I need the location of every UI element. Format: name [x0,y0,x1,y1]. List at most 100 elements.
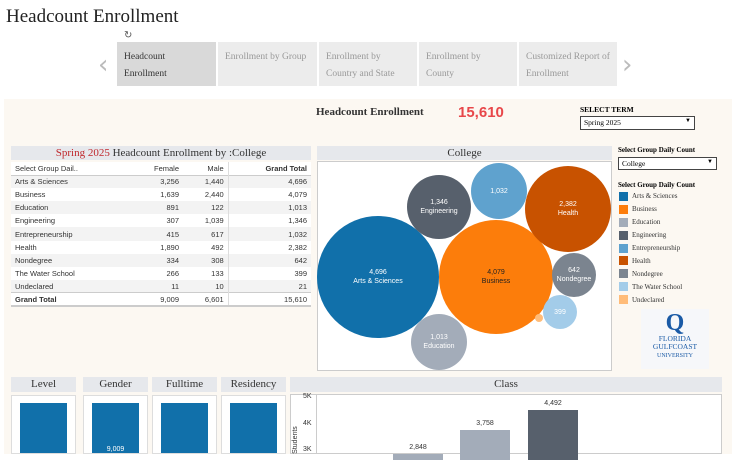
bubble-value: 4,079 [487,269,505,276]
tab-enrollment-by-country[interactable]: Enrollment by Country and State [319,42,417,86]
table-cell: 1,013 [227,201,311,215]
table-title-text: Headcount Enrollment by :College [112,147,267,159]
table-row: Health 1,890 492 2,382 [11,240,311,254]
term-label: SELECT TERM [580,105,634,114]
group-select[interactable]: College ▼ [618,157,717,170]
bar[interactable] [161,403,208,453]
bubble-6[interactable]: 399 [543,295,577,329]
legend-swatch [619,256,628,266]
column-header: Grand Total [227,162,311,176]
table-row: Nondegree 334 308 642 [11,253,311,267]
table-cell: 3,256 [160,177,180,187]
legend-item[interactable]: Health [619,254,682,267]
panel-title-fulltime: Fulltime [152,377,217,392]
table-cell: 1,639 [160,190,180,200]
panel-level [11,395,76,454]
table-row: Undeclared 11 10 21 [11,279,311,293]
bubble-label: Engineering [420,208,458,215]
tab-enrollment-by-county[interactable]: Enrollment by County [419,42,517,86]
table-row: Engineering 307 1,039 1,346 [11,214,311,228]
term-value: Spring 2025 [584,118,621,127]
bubble-0[interactable]: 4,696 Arts & Sciences [317,216,439,338]
legend-item[interactable]: Nondegree [619,267,682,280]
legend-label: Entrepreneurship [632,244,681,252]
legend-item[interactable]: Undeclared [619,293,682,306]
tab-enrollment-by-group[interactable]: Enrollment by Group [218,42,317,86]
table-title: Spring 2025 Headcount Enrollment by :Col… [11,146,311,160]
legend-item[interactable]: Business [619,203,682,216]
class-bar[interactable] [393,454,443,460]
bar-value: 9,009 [106,446,125,453]
refresh-icon[interactable]: ↻ [124,30,133,41]
bubble-value: 4,696 [369,269,387,276]
table-cell: 1,890 [160,242,180,252]
bubble-value: 1,013 [430,334,448,341]
bubble-3[interactable]: 1,346 Engineering [407,175,471,239]
bubble-2[interactable]: 2,382 Health [525,166,611,252]
bar[interactable] [230,403,277,453]
enrollment-table: Select Group Dail.. Female Male Grand Total… [11,162,311,307]
table-cell: Arts & Sciences [15,177,68,187]
bar[interactable] [20,403,67,453]
table-row: Grand Total 9,009 6,601 15,610 [11,292,311,307]
class-bar[interactable] [460,429,510,460]
bubble-value: 1,032 [490,187,508,195]
tab-customized-report[interactable]: Customized Report of Enrollment [519,42,617,86]
group-select-label: Select Group Daily Count [618,146,696,154]
table-cell: 266 [166,268,180,278]
bubble-7[interactable]: 1,013 Education [411,314,467,370]
table-cell: Education [15,203,49,213]
table-cell: 334 [166,255,180,265]
bubble-value: 2,382 [559,201,577,208]
panel-gender: 9,009 [83,395,148,454]
table-cell: 122 [211,203,224,213]
panel-fulltime [152,395,217,454]
panel-residency [221,395,286,454]
tab-headcount-enrollment[interactable]: Headcount Enrollment [117,42,216,86]
bubble-5[interactable]: 642 Nondegree [552,253,596,297]
table-cell: 4,079 [227,188,311,202]
bubble-8[interactable] [535,314,543,322]
bar[interactable]: 9,009 [92,403,139,453]
page-title: Headcount Enrollment [6,6,179,27]
y-axis-label: Students [292,426,299,454]
table-cell: 11 [171,281,180,291]
table-cell: 1,346 [227,214,311,228]
bar-data-label: 3,758 [476,419,494,427]
bubble-1[interactable]: 4,079 Business [439,220,553,334]
chevron-right-icon[interactable]: › [622,50,633,80]
legend-swatch [619,282,628,292]
legend-item[interactable]: Entrepreneurship [619,242,682,255]
bubble-value: 1,346 [430,199,448,206]
chevron-left-icon[interactable]: ‹ [98,50,109,80]
table-cell: 1,039 [204,216,224,226]
table-cell: Grand Total [15,294,57,304]
summary-value: 15,610 [458,104,504,121]
y-tick-label: 4K [303,419,312,427]
bubble-4[interactable]: 1,032 [471,163,527,219]
table-cell: 415 [166,229,180,239]
class-bar[interactable] [528,410,578,460]
legend-item[interactable]: Engineering [619,229,682,242]
legend-item[interactable]: Arts & Sciences [619,190,682,203]
group-select-value: College [622,159,646,168]
table-cell: 133 [211,268,224,278]
term-select[interactable]: Spring 2025 ▼ [580,116,695,130]
legend-label: Business [632,205,657,214]
legend-label: Nondegree [632,269,663,278]
legend-item[interactable]: The Water School [619,280,682,293]
bubble-label: Business [481,278,511,285]
table-cell: Undeclared [15,281,54,291]
table-cell: 4,696 [227,175,311,189]
table-cell: Engineering [15,216,56,226]
legend-title: Select Group Daily Count [618,181,696,189]
legend-swatch [619,191,628,201]
table-cell: 21 [227,279,311,293]
column-header: Female [154,163,180,173]
table-cell: 617 [211,229,224,239]
table-cell: 492 [211,242,224,252]
legend-swatch [619,243,628,253]
legend-label: Health [632,256,651,265]
dropdown-arrow-icon: ▼ [685,118,691,124]
legend-item[interactable]: Education [619,216,682,229]
